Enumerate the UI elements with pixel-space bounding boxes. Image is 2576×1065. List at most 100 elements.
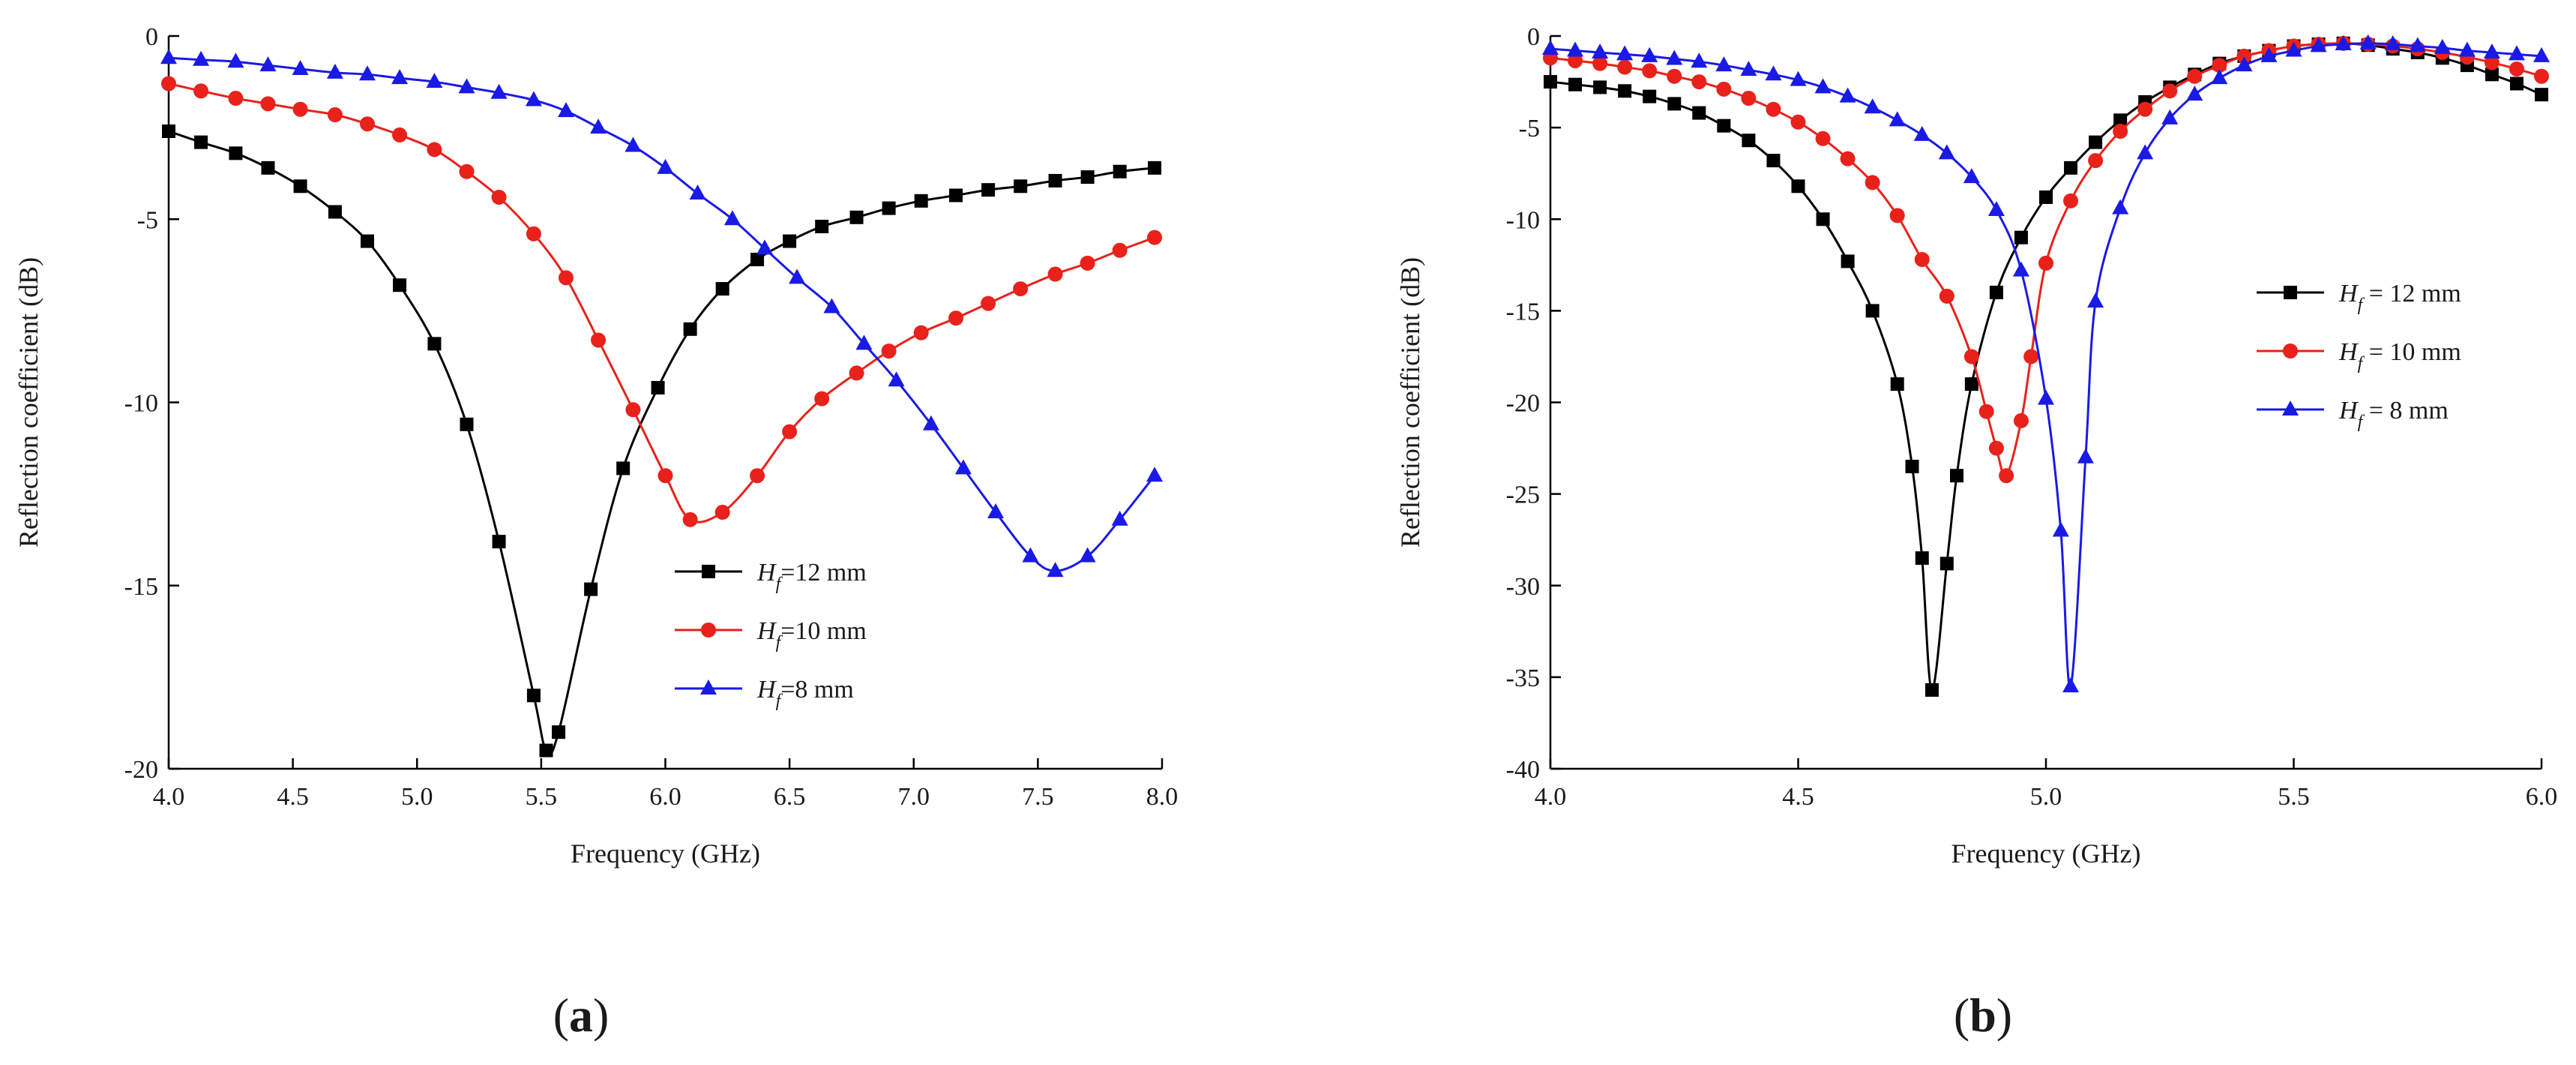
data-point	[427, 142, 442, 158]
data-point	[948, 310, 964, 326]
data-point	[360, 116, 375, 132]
data-point	[1592, 43, 1609, 58]
data-point	[259, 56, 277, 72]
legend-marker	[701, 622, 716, 638]
data-point	[881, 344, 897, 359]
data-point	[393, 278, 407, 292]
data-point	[228, 91, 244, 106]
y-tick-label: -5	[137, 206, 158, 234]
data-point	[849, 365, 864, 381]
data-point	[2087, 292, 2104, 308]
data-point	[1815, 130, 1831, 146]
data-point	[1568, 52, 1583, 68]
data-point	[2285, 41, 2302, 57]
series-line	[168, 56, 1156, 572]
data-point	[1766, 154, 1781, 168]
data-point	[689, 184, 706, 200]
y-axis-title: Reflection coefficient (dB)	[13, 257, 43, 548]
y-tick-label: -35	[1506, 664, 1540, 692]
data-point	[1616, 45, 1634, 61]
data-point	[2038, 255, 2053, 271]
data-point	[2236, 48, 2252, 64]
legend-entry: Hf = 8 mm	[2257, 397, 2449, 432]
data-point	[361, 234, 374, 248]
data-point	[750, 468, 765, 484]
data-point	[293, 179, 307, 194]
data-point	[789, 268, 806, 284]
data-point	[1939, 288, 1954, 304]
data-point	[814, 391, 830, 406]
data-point	[459, 164, 475, 179]
data-point	[2113, 124, 2128, 140]
panel-label: (b)	[1954, 988, 2012, 1042]
data-point	[1839, 87, 1856, 103]
data-point	[2064, 160, 2078, 175]
data-point	[1950, 469, 1964, 483]
data-point	[328, 205, 342, 219]
y-tick-label: 0	[145, 23, 158, 51]
data-point	[2260, 46, 2278, 62]
data-point	[981, 296, 996, 311]
y-tick-label: -20	[1506, 390, 1540, 418]
data-point	[525, 91, 542, 106]
data-point	[2013, 412, 2029, 428]
legend-entry: Hf=12 mm	[675, 559, 867, 594]
panel-label: (a)	[553, 988, 610, 1042]
data-point	[823, 298, 840, 314]
data-point	[1113, 164, 1127, 178]
data-point	[888, 371, 905, 387]
data-point	[683, 322, 697, 336]
data-point	[2384, 34, 2401, 50]
legend-label: Hf=12 mm	[756, 559, 867, 594]
data-point	[1641, 46, 1658, 62]
data-point	[2485, 68, 2499, 82]
data-point	[955, 459, 972, 475]
x-tick-label: 7.5	[1022, 783, 1054, 811]
series-line	[168, 82, 1155, 524]
data-point	[2483, 43, 2500, 58]
data-point	[1080, 170, 1095, 184]
data-point	[2038, 389, 2054, 405]
data-point	[1667, 97, 1682, 111]
data-point	[1840, 151, 1856, 166]
x-tick-label: 5.5	[526, 783, 558, 811]
data-point	[2310, 37, 2327, 52]
data-point	[2162, 83, 2178, 99]
y-tick-label: -25	[1506, 482, 1540, 509]
x-tick-label: 5.5	[2278, 783, 2310, 811]
data-point	[552, 725, 566, 740]
x-tick-label: 6.0	[2526, 783, 2558, 811]
data-point	[1913, 125, 1931, 141]
data-point	[783, 234, 797, 248]
series-square	[162, 124, 1162, 758]
data-point	[949, 188, 963, 202]
data-point	[1692, 106, 1706, 120]
legend-label: Hf = 8 mm	[2338, 397, 2449, 432]
data-point	[1567, 41, 1584, 57]
data-point	[2062, 677, 2080, 693]
y-tick-label: -10	[1506, 206, 1540, 234]
data-point	[616, 461, 631, 476]
legend-label: Hf=8 mm	[756, 676, 854, 711]
data-point	[714, 505, 730, 520]
data-point	[723, 210, 741, 226]
data-point	[229, 146, 243, 160]
data-point	[2187, 68, 2203, 84]
data-point	[292, 59, 309, 75]
data-point	[782, 424, 798, 440]
data-point	[1914, 251, 1930, 267]
data-point	[2458, 41, 2476, 57]
data-point	[194, 135, 208, 149]
data-point	[2509, 61, 2524, 76]
data-point	[2089, 135, 2103, 149]
data-point	[1865, 175, 1880, 190]
data-point	[1618, 84, 1632, 98]
data-point	[1111, 510, 1128, 526]
data-point	[558, 102, 574, 118]
data-point	[855, 334, 873, 350]
data-point	[490, 83, 508, 99]
data-point	[584, 582, 598, 596]
data-point	[1978, 404, 1994, 419]
data-point	[2236, 56, 2253, 72]
data-point	[160, 49, 177, 64]
